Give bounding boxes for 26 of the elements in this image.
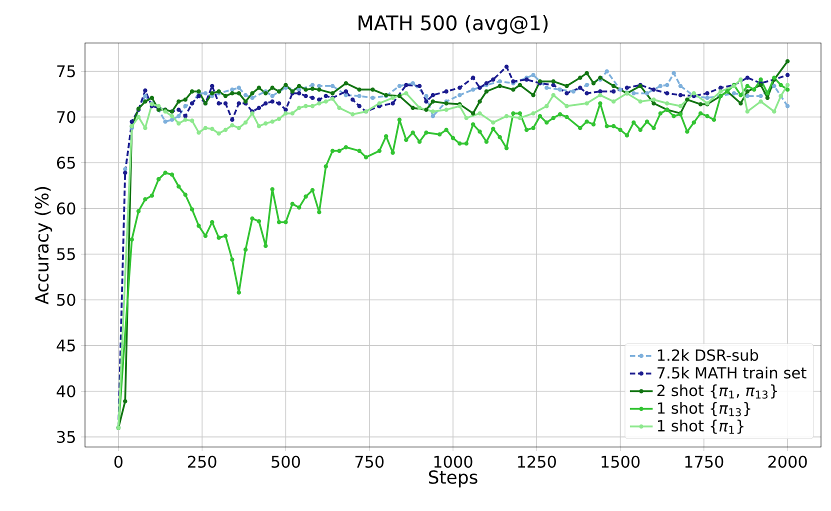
x-tick-label: 750 — [355, 456, 384, 468]
y-tick-label: 55 — [57, 248, 75, 260]
legend-label: 1.2k DSR-sub — [658, 349, 758, 361]
y-tick-label: 75 — [57, 65, 75, 78]
x-tick-label: 250 — [188, 456, 216, 468]
x-tick-label: 1250 — [518, 456, 556, 468]
y-tick-label: 40 — [56, 385, 76, 398]
legend-label: 1 shot {π$_{13}$} — [658, 402, 750, 416]
legend-label: 2 shot {π$_{1}$, π$_{13}$} — [657, 384, 777, 399]
x-tick-label: 0 — [114, 456, 122, 468]
y-tick-label: 65 — [57, 156, 75, 169]
y-tick-label: 70 — [57, 110, 76, 124]
x-tick-label: 1500 — [602, 456, 640, 468]
y-axis-title: Accuracy (%) — [34, 187, 52, 304]
y-tick-label: 45 — [56, 340, 75, 352]
x-tick-label: 1000 — [434, 456, 472, 468]
legend-label: 7.5k MATH train set — [658, 366, 806, 379]
x-tick-label: 500 — [272, 456, 300, 468]
y-tick-label: 60 — [57, 202, 76, 214]
y-tick-label: 50 — [57, 294, 76, 306]
y-tick-label: 35 — [57, 430, 75, 443]
x-tick-label: 1750 — [685, 456, 724, 468]
chart-title: MATH 500 (avg@1) — [358, 14, 548, 34]
x-axis-title: Steps — [429, 470, 478, 488]
x-tick-label: 2000 — [768, 456, 807, 468]
legend-label: 1 shot {π$_{1}$} — [658, 420, 744, 434]
